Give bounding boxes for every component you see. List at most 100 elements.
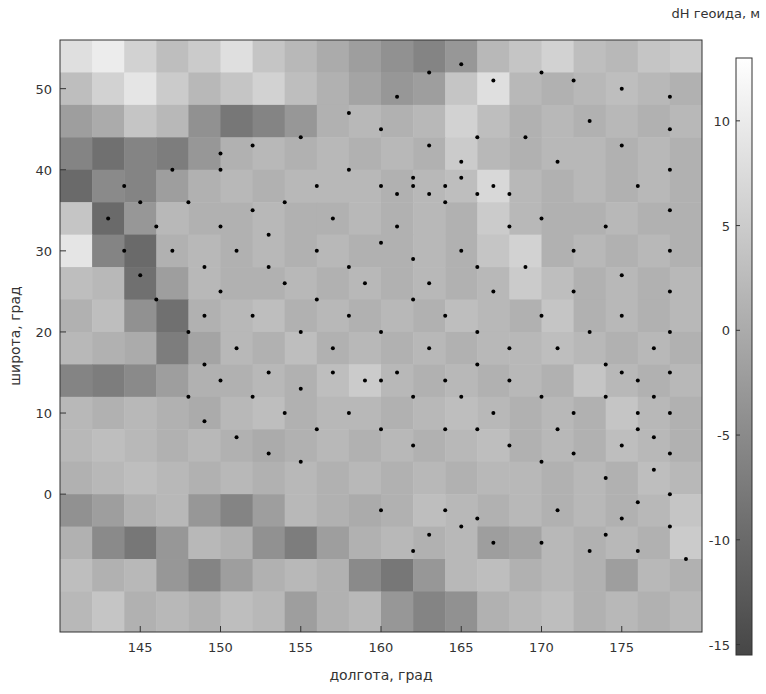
y-tick <box>60 250 66 251</box>
heat-cell <box>413 527 446 560</box>
y-tick-label: 20 <box>35 325 52 340</box>
x-tick-label: 155 <box>288 640 313 655</box>
heat-cell <box>413 429 446 462</box>
heat-cell <box>542 40 575 73</box>
heat-cell <box>92 40 125 73</box>
point <box>251 314 255 318</box>
point <box>636 427 640 431</box>
heat-cell <box>477 267 510 300</box>
heat-cell <box>381 429 414 462</box>
heat-cell <box>381 202 414 235</box>
heat-cell <box>156 332 189 365</box>
heat-cell <box>509 202 542 235</box>
point <box>636 549 640 553</box>
heat-cell <box>606 559 639 592</box>
heat-cell <box>253 397 286 430</box>
heat-cell <box>381 235 414 268</box>
heat-cell <box>124 397 157 430</box>
point <box>122 184 126 188</box>
heat-cell <box>670 527 702 560</box>
heat-cell <box>124 40 157 73</box>
heat-cell <box>606 137 639 170</box>
point <box>411 395 415 399</box>
point <box>315 249 319 253</box>
point <box>523 135 527 139</box>
heat-cell <box>606 462 639 495</box>
point <box>475 265 479 269</box>
heat-cell <box>542 267 575 300</box>
x-axis-title: долгота, град <box>329 667 432 683</box>
heat-cell <box>285 429 318 462</box>
heat-cell <box>413 202 446 235</box>
heat-cell <box>542 235 575 268</box>
heat-cell <box>381 364 414 397</box>
point <box>235 249 239 253</box>
point <box>138 273 142 277</box>
point <box>122 249 126 253</box>
colorbar-tick <box>736 330 740 331</box>
heat-cell <box>124 494 157 527</box>
heat-cell <box>156 202 189 235</box>
point <box>347 168 351 172</box>
heat-cell <box>317 494 350 527</box>
x-tick <box>140 626 141 632</box>
heat-cell <box>413 267 446 300</box>
heat-cell <box>285 559 318 592</box>
point <box>283 281 287 285</box>
heat-cell <box>606 429 639 462</box>
heat-cell <box>60 332 93 365</box>
colorbar-tick-label: -10 <box>709 533 730 548</box>
heat-cell <box>253 72 286 105</box>
heat-cell <box>413 559 446 592</box>
point <box>668 411 672 415</box>
colorbar <box>736 58 752 655</box>
heat-cell <box>445 494 478 527</box>
heat-cell <box>124 235 157 268</box>
heat-cell <box>285 462 318 495</box>
heat-cell <box>670 105 702 138</box>
heat-cell <box>509 429 542 462</box>
heat-cell <box>124 137 157 170</box>
colorbar-tick-label: 10 <box>713 114 730 129</box>
point <box>347 111 351 115</box>
x-tick-label: 150 <box>208 640 233 655</box>
heat-cell <box>509 72 542 105</box>
heat-cell <box>221 235 254 268</box>
point <box>315 184 319 188</box>
point <box>652 346 656 350</box>
point <box>267 265 271 269</box>
heat-cell <box>285 40 318 73</box>
point <box>299 330 303 334</box>
heat-cell <box>349 527 382 560</box>
heat-cell <box>60 137 93 170</box>
heat-cell <box>317 235 350 268</box>
heat-cell <box>638 527 671 560</box>
point <box>636 379 640 383</box>
heat-cell <box>542 429 575 462</box>
point <box>443 508 447 512</box>
point <box>202 314 206 318</box>
point <box>299 387 303 391</box>
point <box>540 216 544 220</box>
point <box>540 460 544 464</box>
heat-cell <box>638 235 671 268</box>
heat-cell <box>381 494 414 527</box>
heat-cell <box>188 137 221 170</box>
heat-cell <box>445 332 478 365</box>
heat-cell <box>477 332 510 365</box>
heat-cell <box>317 105 350 138</box>
heat-cell <box>317 429 350 462</box>
plot-area <box>60 40 702 632</box>
heat-cell <box>574 170 607 203</box>
point <box>652 468 656 472</box>
heat-cell <box>285 105 318 138</box>
point <box>331 346 335 350</box>
heat-cell <box>445 137 478 170</box>
y-tick <box>60 413 66 414</box>
heat-cell <box>509 462 542 495</box>
colorbar-tick-label: 5 <box>722 219 730 234</box>
heat-cell <box>349 170 382 203</box>
point <box>507 225 511 229</box>
heat-cell <box>381 72 414 105</box>
heat-cell <box>188 72 221 105</box>
